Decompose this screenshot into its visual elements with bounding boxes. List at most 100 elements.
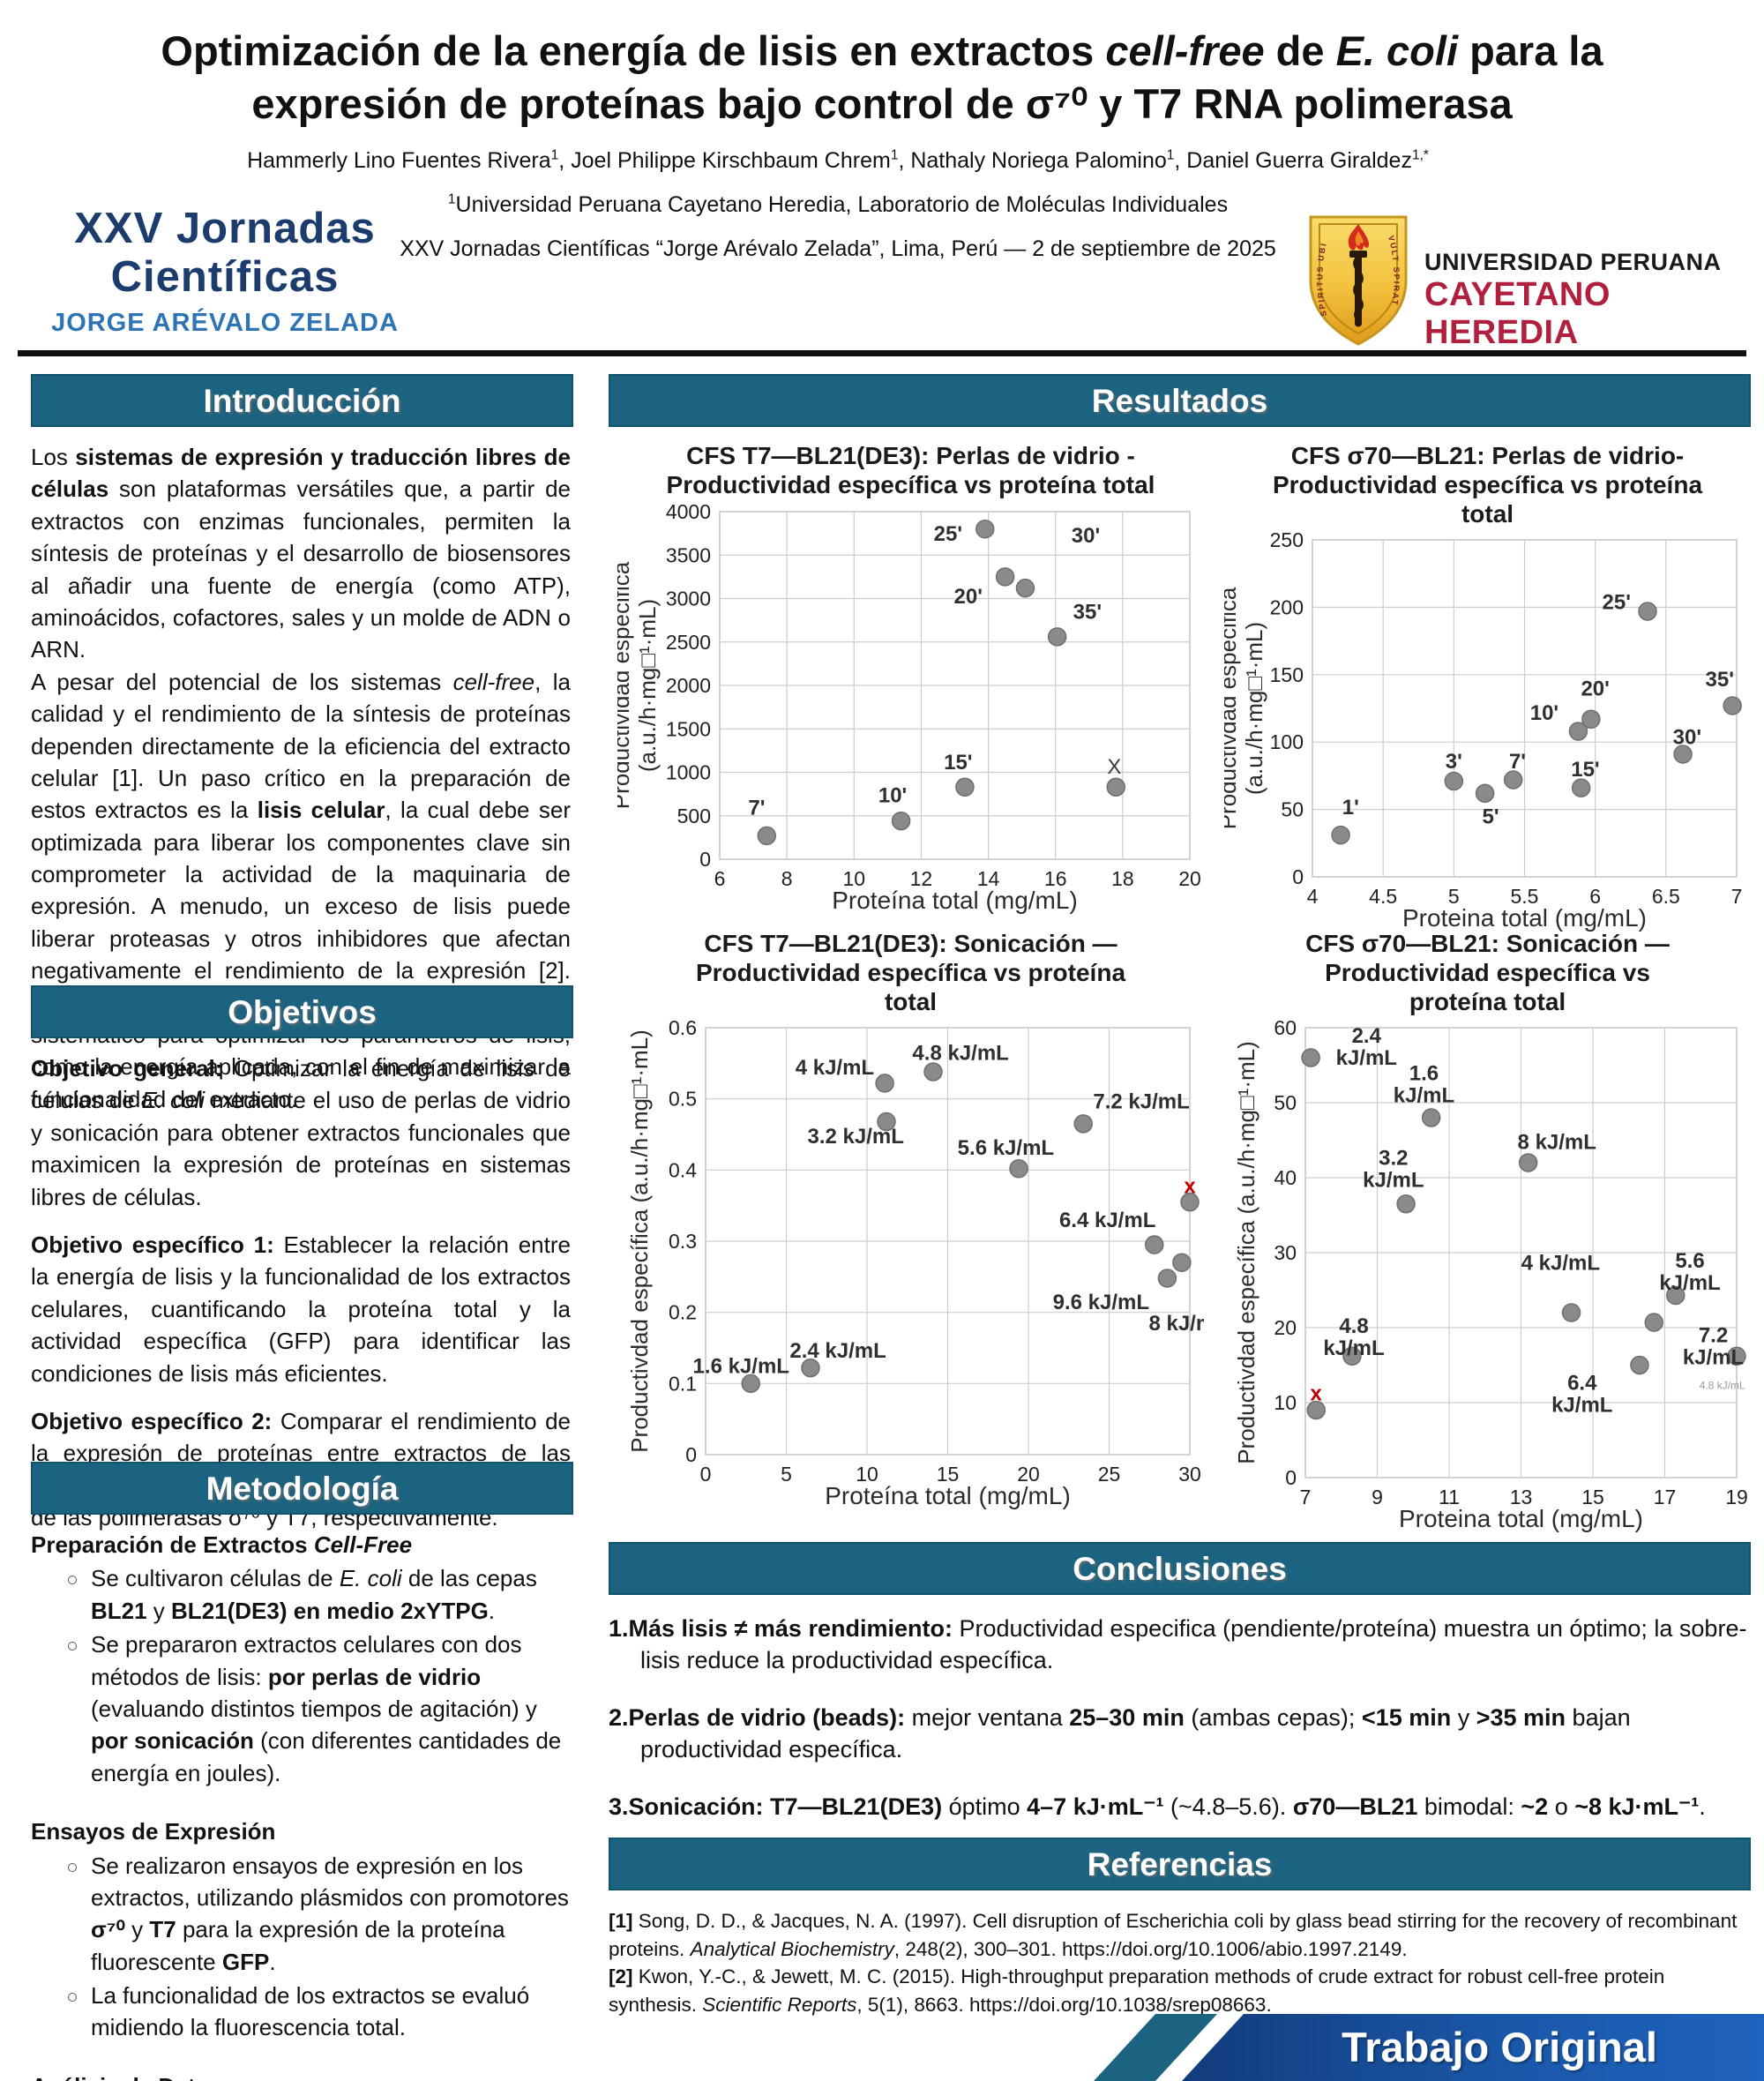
section-header-objetivos: Objetivos [31, 985, 573, 1038]
svg-text:7: 7 [1731, 885, 1743, 908]
svg-text:20: 20 [1274, 1316, 1297, 1339]
svg-text:30': 30' [1072, 524, 1100, 548]
intro-paragraph-2: A pesar del potencial de los sistemas ce… [31, 668, 571, 1112]
svg-text:50: 50 [1281, 798, 1304, 821]
svg-text:5.5: 5.5 [1511, 885, 1539, 908]
svg-text:14: 14 [977, 867, 1000, 890]
svg-text:1.6 kJ/mL: 1.6 kJ/mL [693, 1355, 789, 1379]
met-block1-list: Se cultivaron células de E. coli de las … [31, 1562, 571, 1789]
svg-text:15: 15 [1581, 1486, 1604, 1508]
svg-text:5: 5 [1448, 885, 1460, 908]
svg-text:15: 15 [937, 1463, 960, 1486]
torch-snake-icon [1348, 224, 1370, 327]
svg-text:12: 12 [910, 867, 933, 890]
footer-banner [1182, 2014, 1764, 2081]
svg-text:1500: 1500 [666, 717, 711, 740]
svg-text:5.6 kJ/mL: 5.6 kJ/mL [958, 1136, 1054, 1160]
chart-title: CFS σ70—BL21: Sonicación — Productividad… [1305, 930, 1670, 1016]
svg-text:40: 40 [1274, 1166, 1297, 1189]
svg-text:6: 6 [1589, 885, 1601, 908]
authors-line: Hammerly Lino Fuentes Rivera1, Joel Phil… [247, 147, 1429, 173]
svg-text:10: 10 [842, 867, 865, 890]
objetivo-general: Objetivo general: Optimizar la energía d… [31, 1055, 571, 1210]
svg-text:8 kJ/mL: 8 kJ/mL [1518, 1131, 1596, 1155]
chart-title: CFS T7—BL21(DE3): Sonicación — Productiv… [695, 930, 1126, 1016]
svg-text:Productividad especifica(a.u./: Productividad especifica(a.u./h·mg□¹·mL) [617, 561, 661, 809]
svg-text:150: 150 [1270, 663, 1304, 686]
svg-text:7': 7' [1509, 750, 1526, 774]
svg-text:30': 30' [1673, 725, 1701, 749]
svg-text:3000: 3000 [666, 588, 711, 610]
met-block1-heading: Preparación de Extractos Cell-Free [31, 1531, 413, 1558]
svg-text:0: 0 [685, 1443, 697, 1466]
svg-text:7.2 kJ/mL: 7.2 kJ/mL [1093, 1089, 1189, 1113]
section-header-conclusiones: Conclusiones [609, 1542, 1751, 1595]
university-name-line1: UNIVERSIDAD PERUANA [1424, 249, 1722, 275]
svg-text:0: 0 [699, 848, 711, 871]
svg-text:8 kJ/mL: 8 kJ/mL [1148, 1312, 1204, 1336]
svg-text:18: 18 [1111, 867, 1134, 890]
scatter-plot-t7-sonication: 0 5 10 15 20 25 30 0 0.1 0.2 0.3 0.4 0.5 0.6 1.6 kJ/mL… [617, 1016, 1228, 1511]
svg-text:10: 10 [856, 1463, 878, 1486]
svg-text:4: 4 [1307, 885, 1319, 908]
svg-text:1.6kJ/mL: 1.6 kJ/mL [1394, 1062, 1454, 1108]
jornadas-logo-line1: XXV Jornadas [74, 205, 376, 252]
svg-text:2.4kJ/mL: 2.4 kJ/mL [1336, 1024, 1397, 1070]
svg-text:5.6kJ/mL: 5.6 kJ/mL [1659, 1249, 1720, 1295]
svg-text:11: 11 [1439, 1486, 1460, 1508]
svg-text:3.2kJ/mL: 3.2 kJ/mL [1363, 1147, 1424, 1193]
svg-text:0.2: 0.2 [669, 1301, 697, 1324]
svg-text:4.8 kJ/mL: 4.8 kJ/mL [912, 1042, 1008, 1066]
svg-text:19: 19 [1725, 1486, 1748, 1508]
met-block2-list: Se realizaron ensayos de expresión en lo… [31, 1850, 571, 2044]
svg-text:SPIRITUS UBI: SPIRITUS UBI [1315, 241, 1328, 317]
svg-text:3.2 kJ/mL: 3.2 kJ/mL [807, 1125, 903, 1149]
svg-text:250: 250 [1270, 529, 1304, 551]
svg-text:0: 0 [700, 1463, 712, 1486]
svg-text:9: 9 [1372, 1486, 1383, 1508]
chart-title: CFS T7—BL21(DE3): Perlas de vidrio - Pro… [666, 442, 1155, 499]
conclusion-item-3: 3.Sonicación: T7—BL21(DE3) óptimo 4–7 kJ… [609, 1793, 1706, 1820]
conclusiones-text: 1.Más lisis ≠ más rendimiento: Productiv… [609, 1613, 1755, 1847]
poster-title: Optimización de la energía de lisis en e… [161, 27, 1603, 127]
svg-text:17: 17 [1654, 1486, 1677, 1508]
svg-text:4 kJ/mL: 4 kJ/mL [796, 1056, 874, 1080]
conclusion-item-2: 2.Perlas de vidrio (beads): mejor ventan… [609, 1703, 1631, 1763]
svg-text:0: 0 [1285, 1466, 1297, 1489]
svg-text:10': 10' [1530, 701, 1558, 725]
shield-motto-left: SPIRITUS UBI [1315, 241, 1327, 317]
event-line: XXV Jornadas Científicas “Jorge Arévalo … [400, 236, 1276, 261]
university-shield-icon: SPIRITUS UBI VULT SPIRAT [1309, 215, 1408, 346]
section-header-introduccion: Introducción [31, 374, 573, 427]
list-item: Se realizaron ensayos de expresión en lo… [31, 1850, 571, 1979]
reference-2: [2] Kwon, Y.-C., & Jewett, M. C. (2015).… [609, 1965, 1665, 2016]
svg-text:Proteína total (mg/mL): Proteína total (mg/mL) [832, 887, 1078, 914]
scatter-plot-t7-beads: 6 8 10 12 14 16 18 20 0 500 1000 1500 2000 2500 3000 35… [608, 500, 1204, 916]
list-item: Se prepararon extractos celulares con do… [31, 1628, 571, 1789]
svg-text:4 kJ/mL: 4 kJ/mL [1521, 1251, 1600, 1275]
svg-text:60: 60 [1274, 1017, 1297, 1039]
svg-text:0.1: 0.1 [669, 1372, 697, 1395]
conclusion-item-1: 1.Más lisis ≠ más rendimiento: Productiv… [609, 1615, 1747, 1674]
university-logo: SPIRITUS UBI VULT SPIRAT UNIVERSIDAD PER… [1305, 212, 1746, 351]
objetivo-especifico-1: Objetivo específico 1: Establecer la rel… [31, 1231, 571, 1387]
section-header-resultados: Resultados [609, 374, 1751, 427]
svg-text:Proteína total (mg/mL): Proteína total (mg/mL) [825, 1482, 1071, 1509]
scatter-plot-s70-sonication: 7 9 11 13 15 17 19 0 10 20 30 40 50 60 2.4 kJ/mL 1.6 kJ/m… [1224, 1016, 1751, 1534]
svg-text:2500: 2500 [666, 631, 711, 654]
svg-text:2.4 kJ/mL: 2.4 kJ/mL [789, 1339, 886, 1363]
svg-text:6: 6 [714, 867, 726, 890]
intro-paragraph-1: Los sistemas de expresión y traducción l… [31, 444, 571, 663]
svg-text:200: 200 [1270, 595, 1304, 618]
svg-text:0.5: 0.5 [669, 1088, 697, 1111]
svg-text:1000: 1000 [666, 761, 711, 784]
met-block2-heading: Ensayos de Expresión [31, 1818, 276, 1845]
jornadas-logo: XXV Jornadas Científicas JORGE ARÉVALO Z… [35, 205, 415, 338]
affiliation-line: 1Universidad Peruana Cayetano Heredia, L… [447, 191, 1229, 217]
svg-text:8: 8 [781, 867, 793, 890]
svg-text:0.4: 0.4 [669, 1158, 697, 1181]
jornadas-logo-line2: Científicas [110, 252, 340, 301]
svg-text:15': 15' [1571, 758, 1599, 782]
svg-text:4.8kJ/mL: 4.8 kJ/mL [1323, 1314, 1384, 1360]
